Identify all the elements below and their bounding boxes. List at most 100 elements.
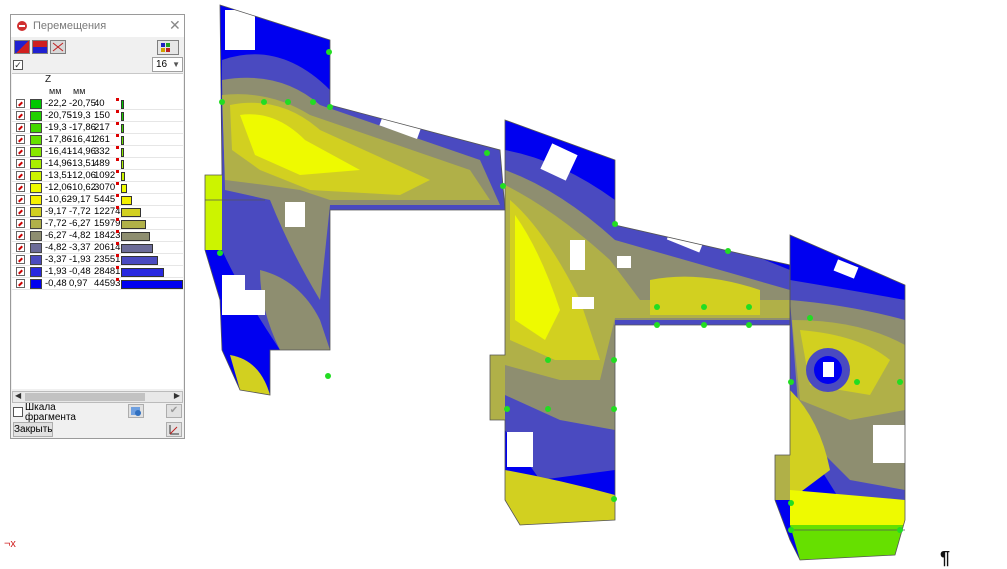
scroll-right-icon[interactable]: ▶ xyxy=(173,391,180,400)
table-row[interactable]: -6,27 -4,82 18423 xyxy=(12,230,183,242)
table-row[interactable]: -12,06 -10,62 3070 xyxy=(12,182,183,194)
count-marker xyxy=(116,146,119,149)
row-visibility-checkbox[interactable] xyxy=(16,207,25,216)
table-row[interactable]: -1,93 -0,48 28481 xyxy=(12,266,183,278)
table-row[interactable]: -19,3 -17,86 217 xyxy=(12,122,183,134)
element-count: 150 xyxy=(94,110,110,121)
color-swatch[interactable] xyxy=(30,231,42,241)
count-marker xyxy=(116,98,119,101)
table-row[interactable]: -7,72 -6,27 15979 xyxy=(12,218,183,230)
element-count: 5445 xyxy=(94,194,116,205)
color-swatch[interactable] xyxy=(30,267,42,277)
color-mode-off-button[interactable] xyxy=(50,40,66,54)
color-swatch[interactable] xyxy=(30,207,42,217)
table-row[interactable]: -0,48 0,97 44593 xyxy=(12,278,183,290)
row-visibility-checkbox[interactable] xyxy=(16,255,25,264)
range-from: -16,41 xyxy=(45,146,72,157)
count-marker xyxy=(116,110,119,113)
displacement-icon xyxy=(17,21,27,31)
range-from: -3,37 xyxy=(45,254,67,265)
pilcrow-mark: ¶ xyxy=(940,548,951,568)
table-row[interactable]: -10,62 -9,17 5445 xyxy=(12,194,183,206)
row-divider xyxy=(12,241,183,242)
row-visibility-checkbox[interactable] xyxy=(16,279,25,288)
histogram-bar xyxy=(121,244,153,253)
row-visibility-checkbox[interactable] xyxy=(16,231,25,240)
fragment-scale-label-line2: фрагмента xyxy=(25,412,76,423)
apply-button[interactable]: ✔ xyxy=(166,404,182,418)
color-swatch[interactable] xyxy=(30,135,42,145)
row-visibility-checkbox[interactable] xyxy=(16,99,25,108)
range-from: -17,86 xyxy=(45,134,72,145)
range-to: -12,06 xyxy=(69,170,96,181)
close-button[interactable]: Закрыть xyxy=(13,422,53,437)
range-to: -19,3 xyxy=(69,110,91,121)
table-row[interactable]: -3,37 -1,93 23551 xyxy=(12,254,183,266)
color-swatch[interactable] xyxy=(30,183,42,193)
row-visibility-checkbox[interactable] xyxy=(16,159,25,168)
range-from: -4,82 xyxy=(45,242,67,253)
count-marker xyxy=(116,242,119,245)
color-swatch[interactable] xyxy=(30,159,42,169)
close-icon[interactable]: ✕ xyxy=(169,17,181,33)
row-visibility-checkbox[interactable] xyxy=(16,147,25,156)
horizontal-scrollbar[interactable]: ◀ ▶ xyxy=(12,391,183,403)
histogram-bar xyxy=(121,184,127,193)
color-swatch[interactable] xyxy=(30,255,42,265)
color-swatch[interactable] xyxy=(30,147,42,157)
table-row[interactable]: -17,86 -16,41 261 xyxy=(12,134,183,146)
range-to: -6,27 xyxy=(69,218,91,229)
color-mode-diagonal-button[interactable] xyxy=(14,40,30,54)
table-row[interactable]: -13,51 -12,06 1092 xyxy=(12,170,183,182)
row-visibility-checkbox[interactable] xyxy=(16,123,25,132)
fragment-scale-checkbox[interactable] xyxy=(13,407,23,417)
color-mode-split-button[interactable] xyxy=(32,40,48,54)
histogram-bar xyxy=(121,256,158,265)
element-count: 489 xyxy=(94,158,110,169)
table-row[interactable]: -22,2 -20,75 40 xyxy=(12,98,183,110)
table-row[interactable]: -14,96 -13,51 489 xyxy=(12,158,183,170)
table-row[interactable]: -4,82 -3,37 20614 xyxy=(12,242,183,254)
range-count-select[interactable]: 16 ▼ xyxy=(152,57,183,72)
color-swatch[interactable] xyxy=(30,111,42,121)
scroll-thumb[interactable] xyxy=(25,393,145,401)
palette-settings-button[interactable] xyxy=(157,40,179,55)
axes-button[interactable] xyxy=(166,422,182,437)
color-swatch[interactable] xyxy=(30,123,42,133)
color-swatch[interactable] xyxy=(30,279,42,289)
row-visibility-checkbox[interactable] xyxy=(16,243,25,252)
color-swatch[interactable] xyxy=(30,243,42,253)
range-to: -0,48 xyxy=(69,266,91,277)
count-marker xyxy=(116,194,119,197)
element-count: 18423 xyxy=(94,230,121,241)
range-from: -13,51 xyxy=(45,170,72,181)
scroll-left-icon[interactable]: ◀ xyxy=(15,391,22,400)
refresh-button[interactable] xyxy=(128,404,144,418)
range-from: -0,48 xyxy=(45,278,67,289)
row-visibility-checkbox[interactable] xyxy=(16,267,25,276)
element-count: 12274 xyxy=(94,206,121,217)
row-visibility-checkbox[interactable] xyxy=(16,171,25,180)
show-all-checkbox[interactable]: ✓ xyxy=(13,60,23,70)
row-visibility-checkbox[interactable] xyxy=(16,219,25,228)
color-swatch[interactable] xyxy=(30,171,42,181)
range-to: -10,62 xyxy=(69,182,96,193)
histogram-bar xyxy=(121,208,141,217)
displacements-panel: Перемещения ✕ ✓ 16 ▼ Z мм мм -22,2 -20,75… xyxy=(10,14,185,439)
table-row[interactable]: -20,75 -19,3 150 xyxy=(12,110,183,122)
row-visibility-checkbox[interactable] xyxy=(16,135,25,144)
count-marker xyxy=(116,218,119,221)
color-swatch[interactable] xyxy=(30,99,42,109)
row-visibility-checkbox[interactable] xyxy=(16,111,25,120)
table-row[interactable]: -9,17 -7,72 12274 xyxy=(12,206,183,218)
element-count: 15979 xyxy=(94,218,121,229)
table-row[interactable]: -16,41 -14,96 332 xyxy=(12,146,183,158)
count-marker xyxy=(116,122,119,125)
row-visibility-checkbox[interactable] xyxy=(16,183,25,192)
color-scale-table: Z мм мм -22,2 -20,75 40 -20,75 -19,3 150 -19,3… xyxy=(12,73,183,389)
color-swatch[interactable] xyxy=(30,195,42,205)
row-visibility-checkbox[interactable] xyxy=(16,195,25,204)
color-swatch[interactable] xyxy=(30,219,42,229)
fragment-scale-label: Шкала фрагмента xyxy=(25,403,76,423)
